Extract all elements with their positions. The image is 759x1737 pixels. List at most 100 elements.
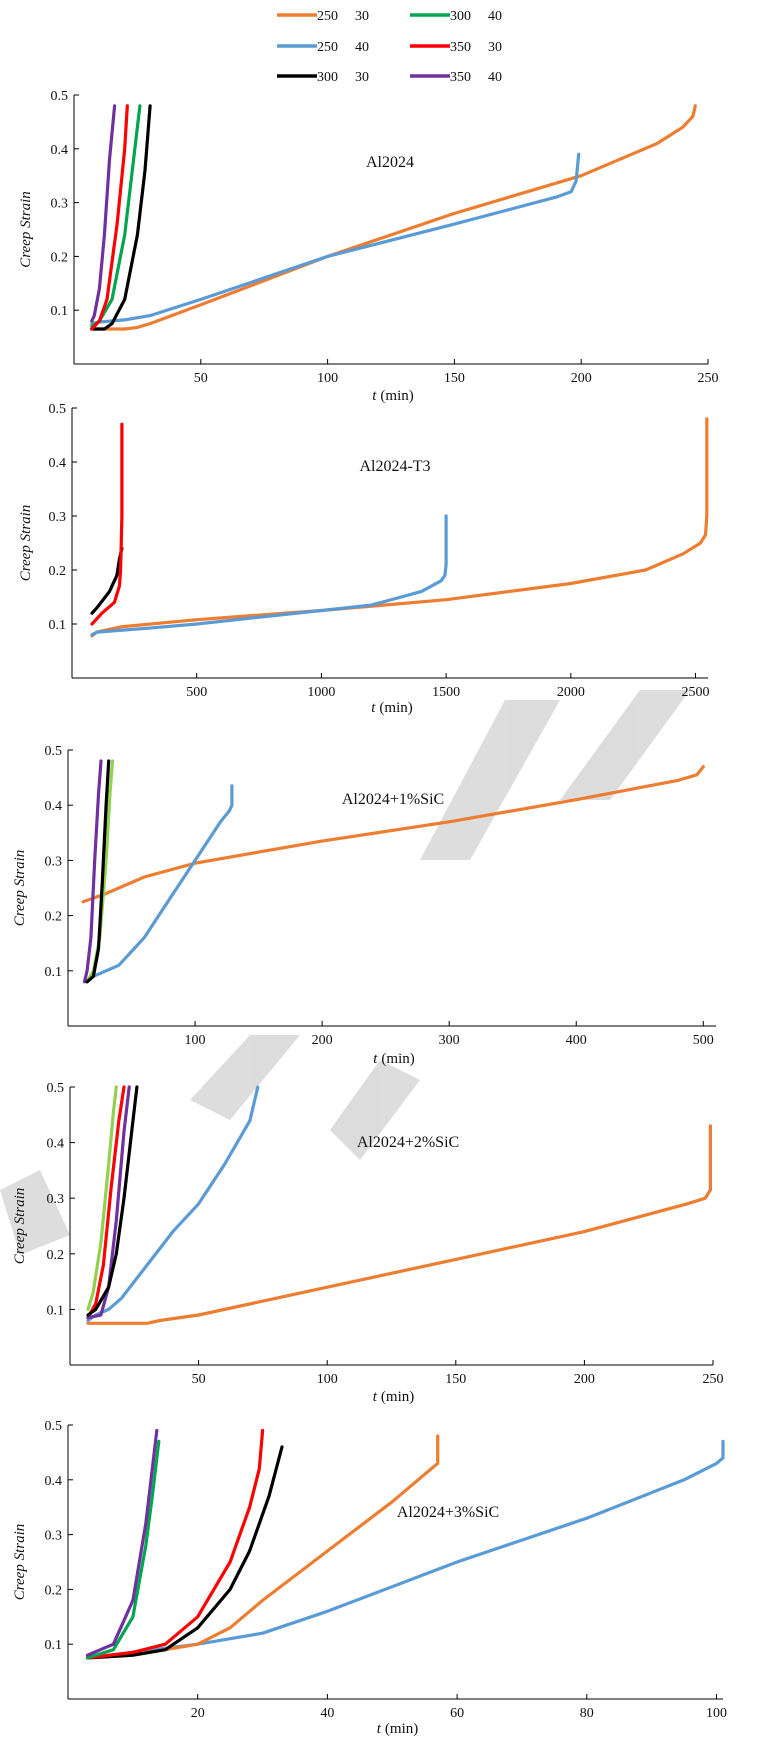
legend-stress: 40 <box>488 70 502 85</box>
y-tick-label: 0.4 <box>45 1474 63 1489</box>
legend-stress: 40 <box>355 40 369 55</box>
chart-title: Al2024+3%SiC <box>397 1504 499 1521</box>
chart-title: Al2024 <box>366 154 414 171</box>
series-line-350_30 <box>90 422 124 626</box>
chart-title: Al2024+2%SiC <box>357 1134 459 1151</box>
x-tick-label: 50 <box>194 371 208 386</box>
x-tick-label: 400 <box>566 1033 587 1048</box>
y-axis-label: Creep Strain <box>18 191 34 268</box>
y-axis-label: Creep Strain <box>12 1188 28 1265</box>
y-tick-label: 0.2 <box>51 250 69 265</box>
y-tick-label: 0.5 <box>51 89 69 104</box>
x-tick-label: 200 <box>574 1372 595 1387</box>
series-line-250_30 <box>90 104 697 331</box>
series-line-250_30 <box>90 417 709 638</box>
x-tick-label: 80 <box>580 1706 594 1721</box>
legend-stress: 30 <box>355 70 369 85</box>
legend-item-250_40: 250 40 <box>277 40 369 55</box>
y-tick-label: 0.1 <box>49 618 67 633</box>
x-tick-label: 200 <box>312 1033 333 1048</box>
y-tick-label: 0.2 <box>47 1248 65 1263</box>
y-tick-label: 0.5 <box>49 402 67 417</box>
x-tick-label: 50 <box>192 1372 206 1387</box>
x-tick-label: 150 <box>445 1372 466 1387</box>
y-tick-label: 0.5 <box>45 1419 63 1434</box>
y-tick-label: 0.1 <box>47 1303 65 1318</box>
y-tick-label: 0.3 <box>45 854 63 869</box>
x-axis-unit: (min) <box>381 1051 414 1067</box>
chart-title: Al2024+1%SiC <box>342 791 444 808</box>
x-axis-var: t <box>373 1051 378 1067</box>
x-axis-var: t <box>372 388 377 404</box>
y-tick-label: 0.3 <box>51 197 69 212</box>
series-line-250_30 <box>85 1434 440 1660</box>
series-line-300_30 <box>85 759 111 984</box>
x-tick-label: 200 <box>571 371 592 386</box>
legend-item-250_30: 250 30 <box>277 9 369 24</box>
x-tick-label: 40 <box>320 1706 334 1721</box>
x-tick-label: 1000 <box>307 685 335 700</box>
series-line-350_30 <box>90 104 129 331</box>
x-axis-var: t <box>371 700 376 716</box>
y-tick-label: 0.4 <box>51 143 69 158</box>
chart-panel-5: 0.1 0.2 0.3 0.4 0.5 20 40 60 80 100 Al2024+3%SiC t(… <box>12 1419 727 1737</box>
y-tick-label: 0.4 <box>45 799 63 814</box>
x-axis-var: t <box>373 1389 378 1405</box>
series-line-300_30 <box>86 1085 139 1317</box>
series-line-250_30 <box>86 1124 712 1325</box>
x-tick-label: 150 <box>444 371 465 386</box>
series-line-light_green <box>86 1085 118 1311</box>
x-axis-unit: (min) <box>380 388 413 404</box>
x-axis-label: t (min) <box>377 1721 419 1737</box>
x-axis-label: t (min) <box>371 700 413 716</box>
x-tick-label: 100 <box>317 371 338 386</box>
x-tick-label: 60 <box>450 1706 464 1721</box>
y-tick-label: 0.2 <box>49 564 67 579</box>
x-tick-label: 500 <box>693 1033 714 1048</box>
legend-temp: 350 <box>450 40 471 55</box>
y-tick-label: 0.4 <box>47 1137 65 1152</box>
legend-temp: 250 <box>317 9 338 24</box>
x-tick-label: 300 <box>439 1033 460 1048</box>
series-line-250_40 <box>90 152 581 326</box>
series-line-300_30 <box>90 104 152 331</box>
legend-item-350_40: 350 40 <box>410 70 502 85</box>
y-tick-label: 0.5 <box>45 744 63 759</box>
series-line-250_40 <box>85 784 234 984</box>
y-tick-label: 0.3 <box>47 1192 65 1207</box>
chart-panel-1: 0.1 0.2 0.3 0.4 0.5 50 100 150 200 250 Al2024 t (min… <box>18 89 719 404</box>
legend-stress: 30 <box>355 9 369 24</box>
legend-temp: 350 <box>450 70 471 85</box>
x-tick-label: 2000 <box>557 685 585 700</box>
legend-temp: 300 <box>317 70 338 85</box>
series-line-300_30 <box>85 1445 284 1660</box>
series-line-250_40 <box>86 1085 260 1323</box>
chart-panel-3: 0.1 0.2 0.3 0.4 0.5 100 200 300 400 500 Al2024+1%S… <box>12 744 716 1067</box>
legend-stress: 30 <box>488 40 502 55</box>
x-tick-label: 250 <box>698 371 719 386</box>
x-axis-unit: (min) <box>385 1721 418 1737</box>
chart-panel-2: 0.1 0.2 0.3 0.4 0.5 500 1000 1500 2000 2500 Al2024… <box>18 402 710 716</box>
y-axis-label: Creep Strain <box>12 1524 28 1601</box>
legend-item-300_40: 300 40 <box>410 9 502 24</box>
y-axis-label: Creep Strain <box>12 850 28 927</box>
legend-stress: 40 <box>488 9 502 24</box>
series-line-350_40 <box>82 759 103 984</box>
series-line-250_40 <box>85 1439 725 1660</box>
series-line-350_40 <box>86 1085 131 1320</box>
x-tick-label: 100 <box>317 1372 338 1387</box>
x-axis-unit: (min) <box>381 1389 414 1405</box>
y-tick-label: 0.1 <box>51 304 69 319</box>
y-tick-label: 0.4 <box>49 456 67 471</box>
y-tick-label: 0.3 <box>49 510 67 525</box>
x-tick-label: 250 <box>703 1372 724 1387</box>
series-line-300_40 <box>85 1439 161 1660</box>
series-line-350_40 <box>90 104 117 323</box>
legend-item-300_30: 300 30 <box>277 70 369 85</box>
series-line-350_40 <box>85 1428 159 1657</box>
x-tick-label: 100 <box>185 1033 206 1048</box>
series-line-250_30 <box>81 765 705 904</box>
y-tick-label: 0.3 <box>45 1529 63 1544</box>
